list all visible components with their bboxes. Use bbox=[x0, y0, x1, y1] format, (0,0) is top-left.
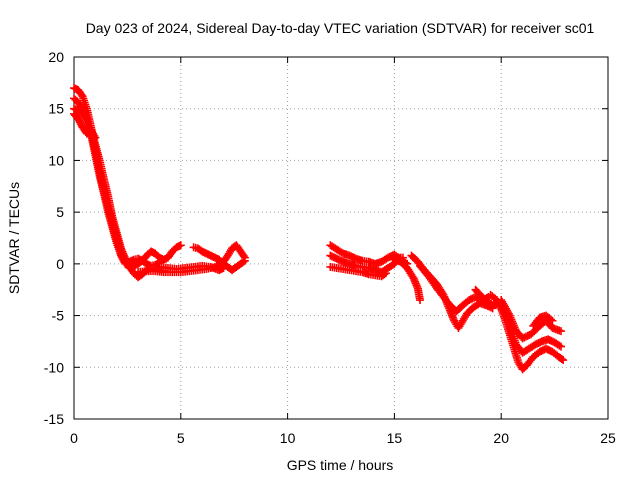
data-point bbox=[90, 131, 99, 140]
data-point bbox=[239, 257, 248, 266]
y-tick-label: -15 bbox=[44, 411, 64, 427]
y-tick-label: 15 bbox=[48, 101, 64, 117]
x-tick-label: 0 bbox=[70, 430, 78, 446]
data-point bbox=[81, 115, 90, 124]
y-tick-label: 20 bbox=[48, 49, 64, 65]
x-tick-label: 10 bbox=[280, 430, 296, 446]
data-point bbox=[557, 342, 566, 351]
data-point bbox=[546, 315, 555, 324]
data-point bbox=[176, 241, 185, 250]
data-point bbox=[557, 355, 566, 364]
y-tick-label: -5 bbox=[52, 308, 65, 324]
data-point bbox=[557, 327, 566, 336]
x-tick-label: 5 bbox=[177, 430, 185, 446]
axis-ticks: 0 5 10 15 20 25 -15 -10 -5 0 5 10 15 20 bbox=[44, 49, 616, 446]
data-point bbox=[504, 309, 513, 318]
x-axis-label: GPS time / hours bbox=[287, 457, 394, 473]
data-point bbox=[416, 296, 425, 305]
data-point bbox=[77, 90, 86, 99]
data-point bbox=[381, 269, 390, 278]
plot-frame bbox=[73, 56, 609, 420]
data-markers bbox=[70, 84, 568, 374]
y-tick-label: 5 bbox=[56, 204, 64, 220]
data-point bbox=[240, 256, 249, 265]
y-tick-label: 0 bbox=[56, 256, 64, 272]
data-point bbox=[555, 341, 564, 350]
chart-title: Day 023 of 2024, Sidereal Day-to-day VTE… bbox=[86, 20, 595, 36]
data-point bbox=[559, 356, 568, 365]
y-axis-label: SDTVAR / TECUs bbox=[6, 182, 22, 294]
x-tick-label: 15 bbox=[387, 430, 403, 446]
data-point bbox=[219, 263, 228, 272]
data-point bbox=[91, 133, 100, 142]
data-point bbox=[548, 316, 557, 325]
y-tick-label: 10 bbox=[48, 152, 64, 168]
x-tick-label: 20 bbox=[493, 430, 509, 446]
x-tick-label: 25 bbox=[600, 430, 616, 446]
data-point bbox=[380, 270, 389, 279]
y-tick-label: -10 bbox=[44, 359, 64, 375]
